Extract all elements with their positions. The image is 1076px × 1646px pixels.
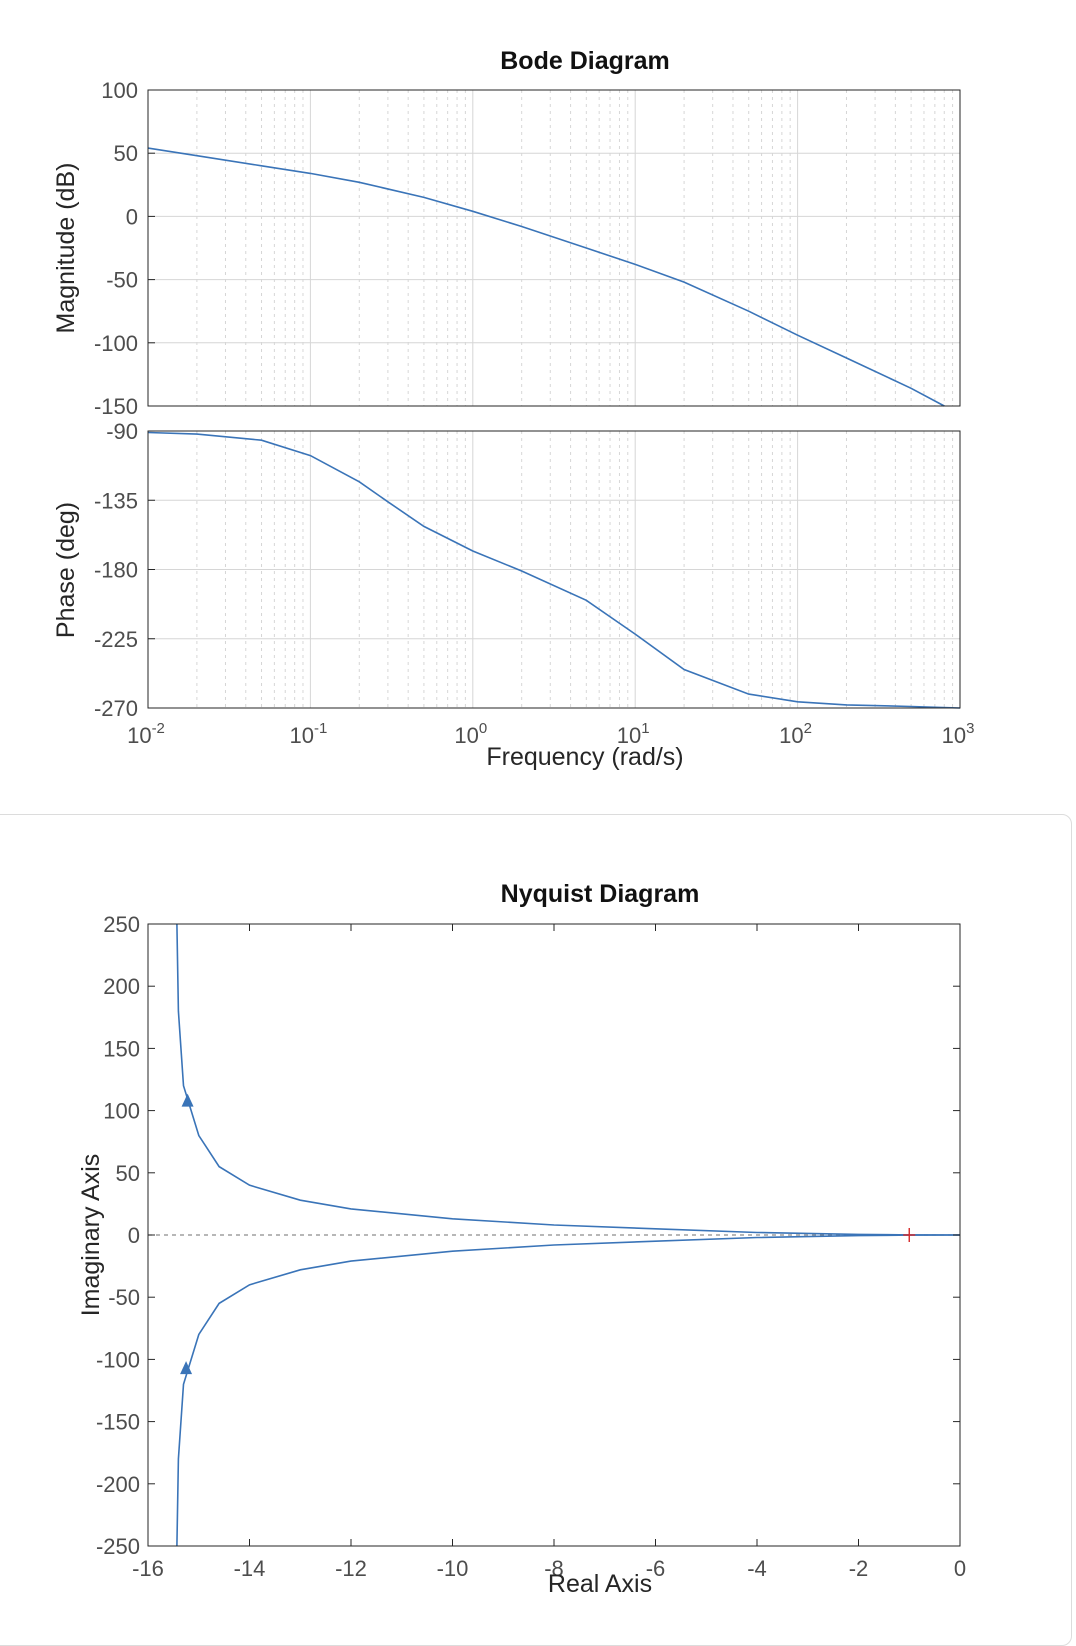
bode-x-tick-label: 103 [942,720,975,748]
nyquist-y-tick-label: 150 [103,1036,140,1061]
nyquist-y-tick-label: 100 [103,1099,140,1124]
nyquist-y-tick-label: -250 [96,1534,140,1559]
direction-arrow-icon [181,1093,194,1107]
phase-y-tick-label: -270 [94,696,138,721]
bode-x-tick-exponent: -1 [314,720,327,737]
magnitude-panel: 100 50 0 -50 -100 -150 [94,78,961,419]
bode-x-ticks: 10-2 10-1 100 101 102 103 [127,720,974,748]
nyquist-y-ticks: 250 200 150 100 50 0 -50 -100 -150 -200 -250 [96,912,960,1559]
nyquist-x-ticks: -16 -14 -12 -10 -8 -6 -4 -2 0 [132,924,966,1581]
nyquist-xlabel: Real Axis [548,1570,652,1598]
nyquist-x-tick-label: -4 [747,1556,767,1581]
direction-arrow-icon [180,1361,193,1375]
phase-y-tick-label: -180 [94,558,138,583]
magnitude-ylabel: Magnitude (dB) [52,163,80,334]
magnitude-y-tick-label: 100 [101,78,138,103]
bode-x-tick-exponent: 3 [966,720,974,737]
nyquist-ylabel: Imaginary Axis [77,1154,105,1317]
nyquist-y-tick-label: 250 [103,912,140,937]
phase-grid [148,431,960,708]
nyquist-x-tick-label: -14 [234,1556,266,1581]
nyquist-x-tick-label: -16 [132,1556,164,1581]
bode-x-tick-label: 10-1 [289,720,327,748]
phase-panel: -90 -135 -180 -225 -270 [94,419,961,721]
bode-x-tick-label: 100 [454,720,487,748]
nyquist-lower-branch [176,1234,961,1547]
nyquist-y-tick-label: -100 [96,1347,140,1372]
nyquist-y-tick-label: 200 [103,974,140,999]
nyquist-upper-branch [176,923,961,1236]
phase-y-tick-label: -135 [94,488,138,513]
bode-x-tick-exponent: 1 [641,720,649,737]
nyquist-x-tick-label: -10 [437,1556,469,1581]
nyquist-y-tick-label: -150 [96,1410,140,1435]
nyquist-y-tick-label: -200 [96,1472,140,1497]
nyquist-arrows [180,1093,194,1375]
bode-x-tick-label: 102 [779,720,812,748]
magnitude-axes-box [147,89,961,407]
bode-x-tick-base: 10 [942,723,966,748]
bode-x-tick-label: 101 [617,720,650,748]
nyquist-x-tick-label: 0 [954,1556,966,1581]
nyquist-y-tick-label: -50 [108,1285,140,1310]
bode-title: Bode Diagram [500,47,669,75]
magnitude-y-tick-label: 0 [126,204,138,229]
nyquist-x-tick-label: -6 [646,1556,666,1581]
bode-x-tick-exponent: -2 [152,720,165,737]
bode-x-tick-label: 10-2 [127,720,165,748]
nyquist-x-tick-label: -2 [849,1556,869,1581]
nyquist-panel: -16 -14 -12 -10 -8 -6 -4 -2 0 250 200 150 100 50 0 -50… [96,912,966,1581]
phase-y-ticks: -90 -135 -180 -225 -270 [94,419,155,721]
bode-x-tick-exponent: 2 [804,720,812,737]
phase-y-tick-label: -90 [106,419,138,444]
nyquist-x-tick-label: -12 [335,1556,367,1581]
nyquist-x-tick-label: -8 [544,1556,564,1581]
nyquist-card [0,814,1072,1646]
bode-x-tick-base: 10 [779,723,803,748]
magnitude-y-ticks: 100 50 0 -50 -100 -150 [94,78,155,419]
nyquist-y-tick-label: 0 [128,1223,140,1248]
magnitude-plot-area [148,90,960,406]
bode-x-tick-base: 10 [617,723,641,748]
bode-x-tick-base: 10 [454,723,478,748]
bode-x-tick-exponent: 0 [479,720,487,737]
nyquist-y-tick-label: 50 [116,1161,140,1186]
phase-ylabel: Phase (deg) [52,502,80,638]
magnitude-y-tick-label: -50 [106,268,138,293]
magnitude-y-tick-label: -100 [94,331,138,356]
nyquist-title: Nyquist Diagram [501,880,700,908]
phase-y-tick-label: -225 [94,627,138,652]
phase-curve [147,431,961,709]
bode-x-tick-base: 10 [127,723,151,748]
magnitude-y-tick-label: 50 [114,141,138,166]
bode-xlabel: Frequency (rad/s) [486,743,683,771]
magnitude-grid [148,90,960,406]
magnitude-y-tick-label: -150 [94,394,138,419]
critical-point-marker [903,1228,916,1242]
magnitude-curve [147,147,945,407]
bode-x-tick-base: 10 [289,723,313,748]
